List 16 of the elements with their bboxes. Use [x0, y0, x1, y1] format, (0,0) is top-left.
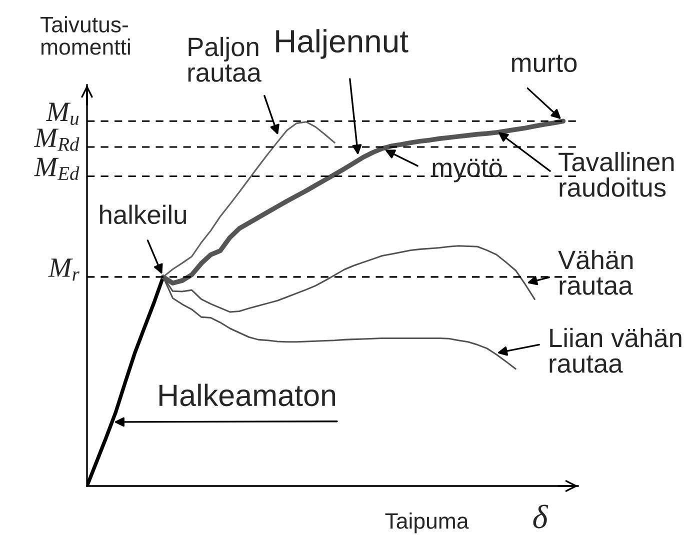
text: Haljennut [276, 29, 408, 59]
y-axis-title: Taivutus- momentti [40, 16, 130, 55]
ref-line-label: M$_{Ed}$ [34, 158, 80, 180]
annotation: murto [512, 54, 577, 72]
annotation: Vähän rautaa [558, 250, 633, 295]
ref-line-label: M$_{Rd}$ [34, 128, 80, 151]
x-axis-title: Taipuma [385, 512, 469, 534]
annotation: myötö [432, 158, 502, 182]
annotation: Liian vähän rautaa [550, 328, 682, 373]
text: Paljon rautaa [188, 36, 262, 82]
ref-line-label: M$_{r}$ [48, 258, 80, 281]
annotation: Tavallinen raudoitus [558, 152, 674, 197]
annotation: halkeilu [100, 204, 186, 224]
annotation: Halkeamaton [159, 384, 336, 406]
text: δ [533, 504, 548, 528]
ref-line-label: M$_{u}$ [46, 102, 79, 126]
